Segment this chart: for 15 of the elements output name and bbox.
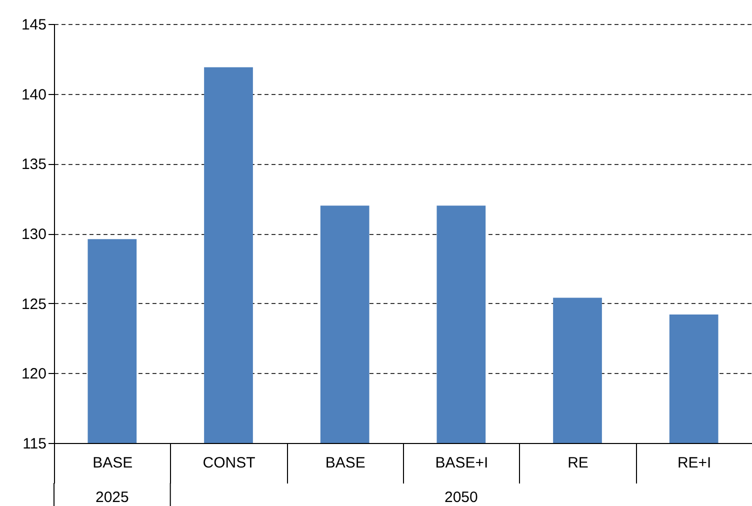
y-tick-label: 125 [21,296,46,313]
y-tick-label: 135 [21,156,46,174]
x-tick-label: CONST [202,454,256,472]
x-tick-label: BASE+I [435,454,488,472]
text: 2025 [95,489,129,506]
y-tick-label: 115 [22,436,46,452]
y-tick-label: 130 [21,226,46,243]
text: 2050 [444,489,478,506]
x-tick-label: RE+I [677,454,712,472]
x-tick-label: BASE [325,454,366,472]
y-tick-label: 120 [21,366,46,383]
x-tick-label: BASE [92,454,133,472]
y-tick-label: 140 [21,86,46,104]
x-tick-label: RE [568,454,588,472]
y-tick-label: 145 [21,16,46,34]
